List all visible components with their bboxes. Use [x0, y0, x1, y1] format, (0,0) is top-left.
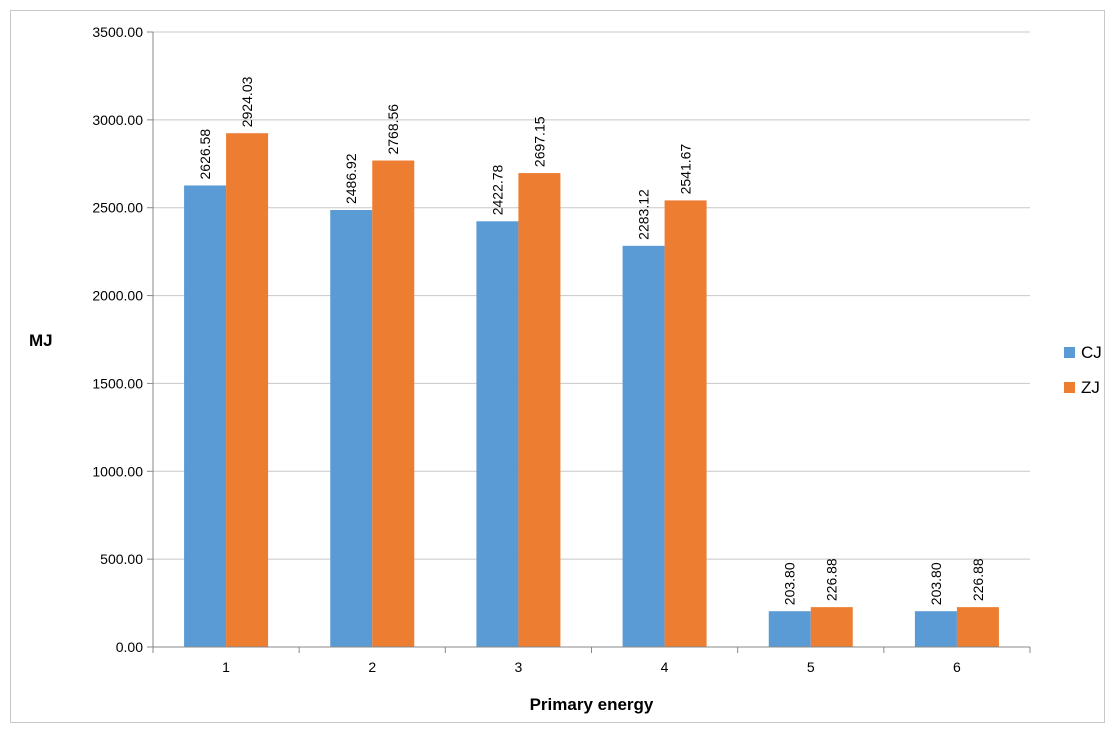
bar-zj-3 — [518, 173, 561, 648]
x-tick-label: 6 — [953, 659, 961, 675]
legend-label-zj: ZJ — [1081, 378, 1100, 397]
bar-zj-1 — [226, 133, 269, 647]
bar-cj-6 — [914, 611, 957, 647]
legend-swatch-zj — [1064, 382, 1075, 393]
data-label: 2697.15 — [531, 116, 547, 167]
legend-label-cj: CJ — [1081, 343, 1102, 362]
bar-zj-4 — [664, 200, 707, 647]
data-label: 2486.92 — [343, 153, 359, 204]
x-tick-label: 1 — [222, 659, 230, 675]
x-tick-label: 4 — [661, 659, 669, 675]
legend: CJ ZJ — [1064, 343, 1102, 397]
bar-zj-5 — [810, 607, 853, 647]
data-label: 2626.58 — [197, 129, 213, 180]
x-tick-label: 3 — [515, 659, 523, 675]
data-label: 203.80 — [928, 562, 944, 605]
bar-chart: 0.00 500.00 1000.00 1500.00 2000.00 2500.00 30… — [29, 24, 1102, 714]
data-label: 2541.67 — [678, 144, 694, 195]
bar-zj-2 — [372, 160, 415, 647]
y-tick-label: 0.00 — [116, 639, 143, 655]
bar-cj-3 — [476, 221, 519, 647]
data-label: 226.88 — [824, 558, 840, 601]
data-label: 203.80 — [782, 562, 798, 605]
gridlines — [153, 31, 1030, 560]
axes: 0.00 500.00 1000.00 1500.00 2000.00 2500.00 30… — [92, 24, 1031, 675]
bars — [184, 133, 999, 648]
data-labels: 2626.58 2486.92 2422.78 2283.12 203.80 203.80… — [197, 76, 986, 605]
y-tick-label: 500.00 — [100, 551, 143, 567]
bar-cj-4 — [622, 245, 665, 648]
legend-swatch-cj — [1064, 347, 1075, 358]
y-tick-label: 3500.00 — [92, 24, 143, 40]
bar-zj-6 — [956, 607, 999, 647]
y-axis-title: MJ — [29, 331, 53, 350]
data-label: 2768.56 — [385, 104, 401, 155]
x-tick-label: 2 — [368, 659, 376, 675]
y-tick-label: 3000.00 — [92, 112, 143, 128]
chart-frame: 0.00 500.00 1000.00 1500.00 2000.00 2500.00 30… — [10, 10, 1105, 723]
x-tick-label: 5 — [807, 659, 815, 675]
data-label: 2924.03 — [239, 76, 255, 127]
bar-cj-5 — [768, 611, 811, 647]
bar-cj-1 — [184, 185, 227, 648]
y-tick-label: 1000.00 — [92, 463, 143, 479]
bar-cj-2 — [330, 210, 373, 647]
y-tick-label: 2000.00 — [92, 288, 143, 304]
data-label: 2422.78 — [489, 164, 505, 215]
data-label: 2283.12 — [636, 189, 652, 240]
x-axis-title: Primary energy — [530, 695, 654, 714]
y-tick-label: 1500.00 — [92, 375, 143, 391]
data-label: 226.88 — [970, 558, 986, 601]
y-tick-label: 2500.00 — [92, 200, 143, 216]
